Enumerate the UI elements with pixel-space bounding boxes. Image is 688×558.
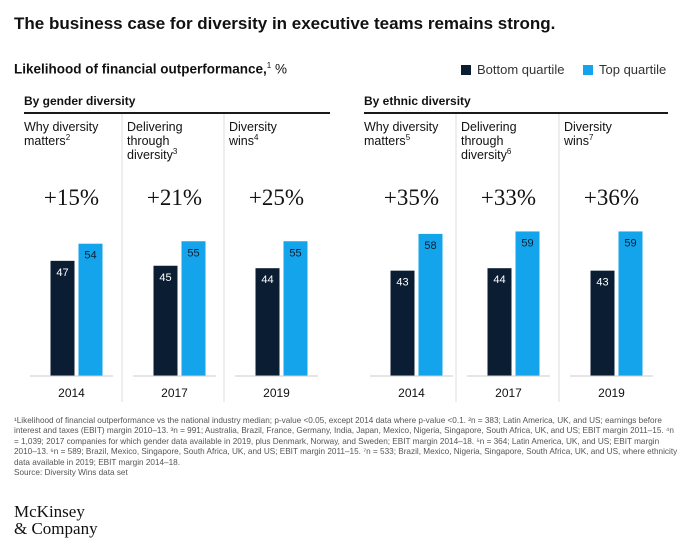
panel-label-0: Why diversity matters2 [24,120,99,148]
uplift-3: +35% [384,185,439,210]
uplift-1: +21% [147,185,202,210]
bar-top-quartile-5 [618,231,643,376]
bar-bottom-quartile-2 [255,268,280,376]
group-title-ethnic: By ethnic diversity [364,94,471,108]
legend-swatch-bottom [461,65,471,75]
legend-label-bottom: Bottom quartile [477,62,565,77]
panel-label-2: Diversity wins4 [228,120,278,148]
subtitle-footnote-marker: 1 [266,61,272,70]
bar-bottom-quartile-0 [50,260,75,376]
chart-subtitle: Likelihood of financial outperformance,1… [14,61,287,77]
bar-top-quartile-4 [515,231,540,376]
panel-label-4: Delivering through diversity6 [461,120,517,162]
data-label-top-1: 55 [187,247,199,259]
data-label-top-0: 54 [84,250,96,262]
data-label-top-4: 59 [521,237,533,249]
uplift-2: +25% [249,185,304,210]
year-label-2: 2019 [263,386,290,400]
bar-bottom-quartile-1 [153,265,178,376]
legend-swatch-top [583,65,593,75]
data-label-top-2: 55 [289,247,301,259]
uplift-0: +15% [44,185,99,210]
group-rule-ethnic [364,112,668,114]
bar-chart: Why diversity matters2 +15% 47 54 2014 Deliver… [24,114,653,402]
year-label-1: 2017 [161,386,188,400]
year-label-5: 2019 [598,386,625,400]
uplift-5: +36% [584,185,639,210]
data-label-top-3: 58 [424,240,436,252]
bar-top-quartile-3 [418,233,443,376]
group-rule-gender [24,112,330,114]
bar-top-quartile-2 [283,241,308,376]
footnotes: ¹Likelihood of financial outperformance … [14,416,678,478]
panel-label-1: Delivering through diversity3 [127,120,183,162]
logo-line-1: McKinsey [14,502,85,521]
legend-label-top: Top quartile [599,62,667,77]
group-title-gender: By gender diversity [24,94,136,108]
bar-top-quartile-1 [181,241,206,376]
legend-top-quartile: Top quartile [583,62,666,77]
year-label-0: 2014 [58,386,85,400]
year-label-3: 2014 [398,386,425,400]
year-label-4: 2017 [495,386,522,400]
bar-bottom-quartile-4 [487,268,512,376]
uplift-4: +33% [481,185,536,210]
bar-bottom-quartile-5 [590,270,615,376]
bar-bottom-quartile-3 [390,270,415,376]
subtitle-unit: % [271,61,287,77]
data-label-bottom-3: 43 [396,277,408,289]
panel-label-5: Diversity wins7 [563,120,613,148]
bar-top-quartile-0 [78,243,103,376]
data-label-bottom-4: 44 [493,274,505,286]
data-label-bottom-0: 47 [56,267,68,279]
subtitle-label: Likelihood of financial outperformance, [14,61,267,77]
source-text: Source: Diversity Wins data set [14,468,128,478]
data-label-bottom-5: 43 [596,277,608,289]
footnote-text: ¹Likelihood of financial outperformance … [14,416,678,467]
mckinsey-logo: McKinsey & Company [14,503,98,537]
logo-line-2: & Company [14,519,98,538]
legend-bottom-quartile: Bottom quartile [461,62,564,77]
data-label-bottom-1: 45 [159,272,171,284]
panel-label-3: Why diversity matters5 [364,120,439,148]
data-label-bottom-2: 44 [261,274,273,286]
data-label-top-5: 59 [624,237,636,249]
chart-headline: The business case for diversity in execu… [14,14,556,33]
